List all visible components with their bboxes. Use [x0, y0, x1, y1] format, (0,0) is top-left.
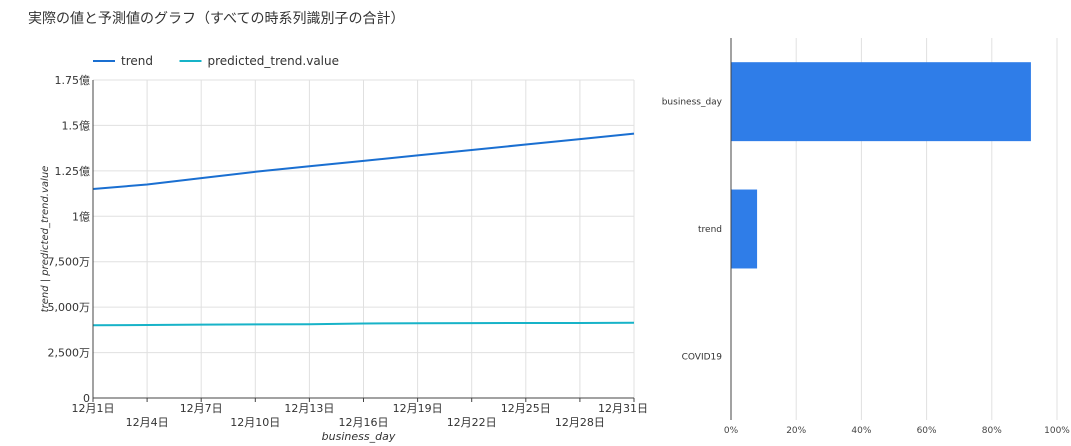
series-line-predicted-trend-value [92, 321, 635, 327]
x-tick-label: 12月25日 [501, 402, 551, 415]
x-tick-label: 12月13日 [284, 402, 334, 415]
x-tick-label: 12月10日 [230, 416, 280, 429]
x-tick-label: 12月19日 [393, 402, 443, 415]
line-chart-axes [92, 80, 634, 399]
y-tick-label: 1億 [72, 210, 90, 223]
category-label: COVID19 [682, 352, 723, 362]
y-tick-label: 2,500万 [48, 347, 91, 360]
line-chart-grid [92, 79, 635, 399]
x-tick-label: 0% [724, 426, 739, 436]
line-chart-series [92, 132, 635, 327]
y-tick-label: 1.75億 [55, 74, 91, 87]
series-line-trend [92, 132, 635, 190]
y-axis-label: trend | predicted_trend.value [40, 166, 51, 313]
x-axis-label: business_day [322, 430, 396, 443]
x-tick-label: 40% [851, 426, 871, 436]
legend-label: trend [121, 54, 153, 68]
x-tick-label: 12月31日 [598, 402, 648, 415]
x-tick-label: 80% [982, 426, 1002, 436]
x-tick-label: 12月16日 [339, 416, 389, 429]
x-tick-label: 12月1日 [72, 402, 115, 415]
line-chart-legend: trend predicted_trend.value [93, 54, 339, 68]
chart-title: 実際の値と予測値のグラフ（すべての時系列識別子の合計） [28, 11, 405, 27]
y-axis-ticks: 0 2,500万 5,000万 7,500万 1億 1.25億 1.5億 1.75億 [48, 74, 91, 405]
category-label: trend [698, 225, 722, 235]
x-tick-label: 12月28日 [555, 416, 605, 429]
bar-trend [731, 189, 758, 269]
y-tick-label: 1.25億 [55, 165, 91, 178]
y-tick-label: 5,000万 [48, 301, 91, 314]
bar-chart-bars [731, 62, 1031, 269]
y-tick-label: 0 [83, 392, 90, 405]
x-axis-ticks: 12月1日 12月4日 12月7日 12月10日 12月13日 12月16日 12月19日 1… [72, 398, 648, 429]
category-label: business_day [662, 98, 723, 108]
x-tick-label: 12月22日 [447, 416, 497, 429]
line-chart: trend predicted_trend.value 0 2,500万 5,000万… [40, 54, 648, 443]
y-tick-label: 7,500万 [48, 256, 91, 269]
x-tick-label: 60% [917, 426, 937, 436]
legend-label: predicted_trend.value [208, 54, 340, 68]
x-tick-label: 12月4日 [126, 416, 169, 429]
bar-chart-x-ticks: 0% 20% 40% 60% 80% 100% [724, 426, 1070, 436]
y-tick-label: 1.5億 [62, 119, 91, 132]
bar-business-day [731, 62, 1031, 142]
x-tick-label: 100% [1044, 426, 1070, 436]
x-tick-label: 20% [786, 426, 806, 436]
x-tick-label: 12月7日 [180, 402, 223, 415]
